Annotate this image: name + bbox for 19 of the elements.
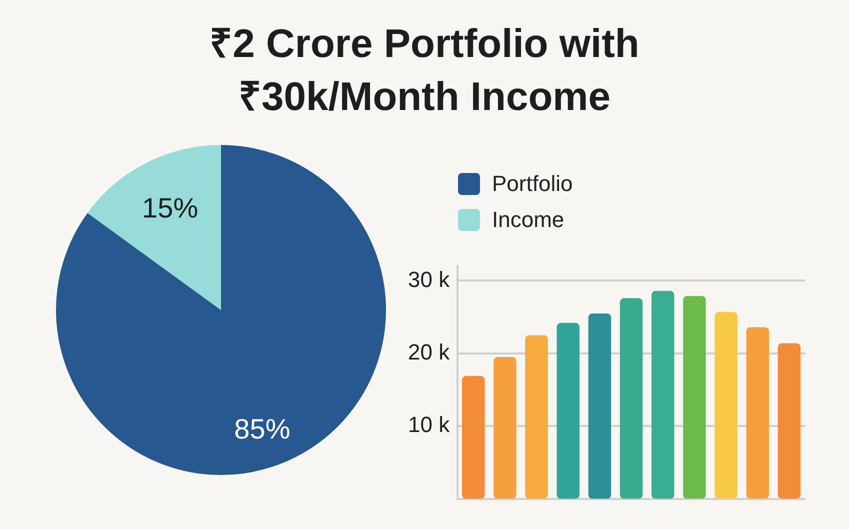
chart-title: ₹2 Crore Portfolio with ₹30k/Month Income [208,21,640,121]
bar [714,312,738,499]
y-tick-label: 30 k [408,266,451,292]
y-tick-label: 10 k [408,412,451,438]
bar [588,313,612,499]
y-tick-label: 20 k [408,339,451,364]
bar [778,343,801,499]
bar [746,327,769,499]
bar [525,335,548,499]
bar [683,296,706,499]
bar [462,376,485,499]
bar [556,322,580,499]
legend-label: Income [492,207,564,233]
bar [652,290,674,499]
bar [620,298,643,499]
data-label: 15% [142,192,198,224]
bar [494,357,516,499]
legend-label: Portfolio [492,171,573,197]
data-label: 85% [234,414,290,445]
